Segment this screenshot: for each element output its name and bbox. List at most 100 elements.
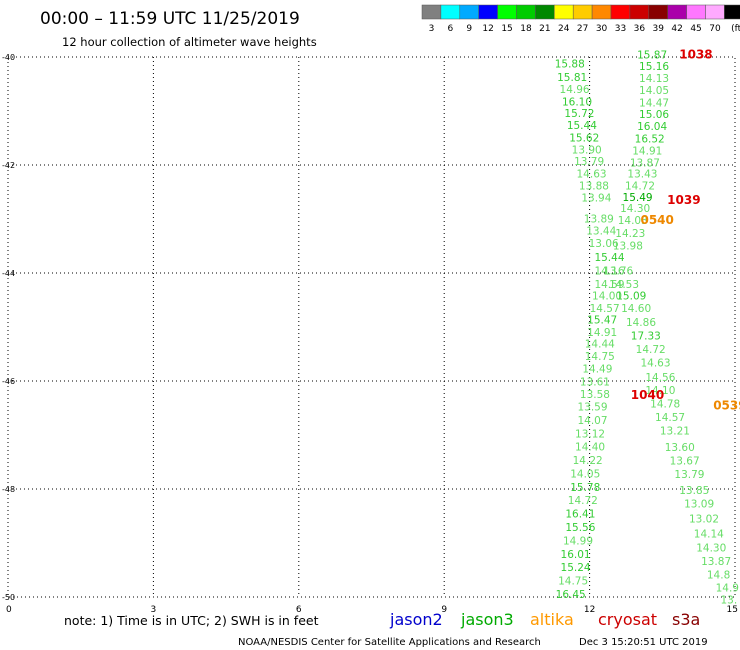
data-label: 13.12: [575, 428, 605, 440]
satellite-legend-cryosat: cryosat: [598, 610, 657, 629]
data-label: 14.10: [645, 385, 675, 397]
data-label: 15.44: [594, 252, 624, 264]
colorbar-swatch: [421, 4, 442, 20]
colorbar-swatch: [535, 4, 555, 20]
time-label: 1040: [631, 388, 664, 402]
data-label: 15.47: [587, 314, 617, 326]
chart-title: 00:00 – 11:59 UTC 11/25/2019: [40, 9, 300, 29]
data-label: 13.88: [579, 181, 609, 193]
data-label: 14.91: [587, 327, 617, 339]
data-label: 15.88: [555, 58, 585, 70]
colorbar-swatch: [516, 4, 536, 20]
data-label: 15.09: [616, 291, 646, 303]
data-label: 13.98: [613, 240, 643, 252]
data-label: 14.96: [560, 84, 590, 96]
data-label: 14.57: [590, 303, 620, 315]
data-label: 14.72: [636, 344, 666, 356]
colorbar-swatch: [591, 4, 612, 20]
data-label: 13.02: [689, 514, 719, 526]
colorbar-label: 27: [577, 24, 588, 34]
data-label: 15.87: [637, 49, 667, 61]
y-tick-label: -48: [2, 485, 15, 494]
data-label: 13.: [720, 595, 737, 607]
colorbar-label: 21: [539, 24, 550, 34]
satellite-legend-s3a: s3a: [672, 610, 700, 629]
data-label: 13.87: [630, 157, 660, 169]
data-label: 14.05: [639, 85, 669, 97]
data-label: 14.03: [618, 215, 648, 227]
colorbar-swatch: [724, 4, 740, 20]
data-label: 14.13: [639, 73, 669, 85]
data-label: 16.01: [561, 549, 591, 561]
data-label: 14.75: [585, 351, 615, 363]
colorbar-swatch: [572, 4, 593, 20]
colorbar-swatch: [610, 4, 631, 20]
data-label: 16.04: [637, 121, 667, 133]
data-label: 15.49: [623, 192, 653, 204]
data-label: 14.99: [563, 535, 593, 547]
satellite-legend-altika: altika: [530, 610, 574, 629]
data-label: 14.78: [650, 399, 680, 411]
data-label: 14.9: [716, 582, 739, 594]
data-label: 14.40: [575, 441, 605, 453]
data-label: 13.60: [665, 442, 695, 454]
data-label: 13.06: [589, 238, 619, 250]
data-label: 13.58: [580, 389, 610, 401]
data-label: 13.89: [584, 213, 614, 225]
colorbar-label: 24: [558, 24, 570, 34]
data-label: 14.23: [615, 228, 645, 240]
colorbar-label: 33: [615, 24, 626, 34]
data-label: 14.53: [609, 279, 639, 291]
colorbar-swatch: [686, 4, 706, 20]
x-tick-label: 9: [441, 605, 447, 615]
colorbar-label: 39: [653, 24, 665, 34]
data-label: 14.05: [570, 468, 600, 480]
data-label: 13.44: [586, 225, 616, 237]
x-tick-label: 3: [151, 605, 157, 615]
time-label: 0540: [640, 213, 673, 227]
footnote: note: 1) Time is in UTC; 2) SWH is in fe…: [64, 613, 319, 628]
colorbar-swatch: [459, 4, 479, 20]
data-label: 14.30: [696, 542, 726, 554]
credit-line: NOAA/NESDIS Center for Satellite Applica…: [238, 637, 541, 648]
data-label: 16.41: [565, 508, 595, 520]
data-label: 14.75: [558, 575, 588, 587]
colorbar-label: 6: [447, 24, 453, 34]
x-tick-label: 6: [296, 605, 302, 615]
data-label: 13.85: [679, 485, 709, 497]
data-label: 15.72: [564, 108, 594, 120]
data-label: 14.56: [645, 372, 675, 384]
time-label: 1039: [667, 193, 700, 207]
colorbar-swatch: [667, 4, 687, 20]
y-tick-label: -42: [2, 161, 15, 170]
data-label: 14.86: [626, 317, 656, 329]
data-label: 13.76: [603, 265, 633, 277]
data-label: 14.57: [655, 412, 685, 424]
data-label: 13.87: [701, 556, 731, 568]
colorbar-swatch: [497, 4, 517, 20]
plot-frame: [7, 56, 736, 598]
data-label: 14.14: [694, 528, 724, 540]
data-label: 14.07: [577, 415, 607, 427]
data-label: 14.47: [639, 97, 669, 109]
data-label: 13.09: [684, 499, 714, 511]
data-label: 16.45: [556, 589, 586, 601]
data-label: 14.72: [625, 181, 655, 193]
colorbar-swatch: [705, 4, 725, 20]
colorbar-swatch: [440, 4, 461, 20]
data-label: 14.91: [632, 145, 662, 157]
colorbar-swatch: [554, 4, 574, 20]
colorbar-label: 36: [634, 24, 646, 34]
colorbar-label: 3: [429, 24, 435, 34]
data-label: 13.79: [674, 469, 704, 481]
data-label: 15.06: [639, 109, 669, 121]
data-label: 14.60: [621, 303, 651, 315]
data-label: 13.90: [572, 144, 602, 156]
data-label: 14.63: [640, 358, 670, 370]
data-label: 16.10: [562, 96, 592, 108]
generated-timestamp: Dec 3 15:20:51 UTC 2019: [579, 637, 708, 648]
data-label: 14.44: [585, 339, 615, 351]
y-tick-label: -40: [2, 53, 15, 62]
satellite-legend-jason3: jason3: [460, 610, 514, 629]
